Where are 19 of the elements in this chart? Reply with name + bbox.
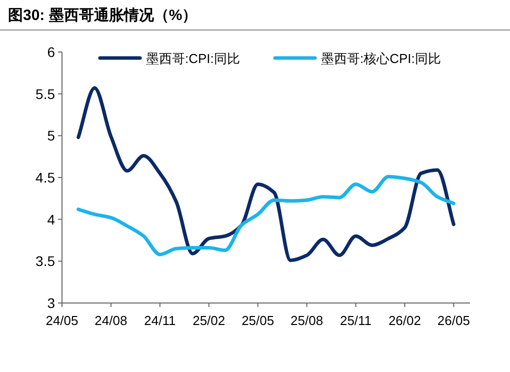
x-tick-label: 24/08 <box>94 313 128 328</box>
legend-label: 墨西哥:CPI:同比 <box>146 51 240 66</box>
x-tick-label: 25/11 <box>340 313 372 328</box>
x-tick-label: 26/05 <box>437 313 470 328</box>
chart-title: 图30: 墨西哥通胀情况（%） <box>8 7 198 24</box>
y-tick-label: 3.5 <box>36 253 56 270</box>
x-tick-label: 24/11 <box>144 313 176 328</box>
x-tick-label: 25/08 <box>290 313 324 328</box>
y-tick-label: 3 <box>47 295 56 311</box>
y-tick-label: 4.5 <box>36 170 56 186</box>
x-tick-label: 26/02 <box>388 313 421 328</box>
y-tick-label: 5 <box>47 128 56 144</box>
y-tick-label: 4 <box>47 211 56 228</box>
x-tick-label: 25/05 <box>242 313 274 328</box>
x-tick-label: 24/05 <box>46 313 78 328</box>
legend-label: 墨西哥:核心CPI:同比 <box>321 51 441 66</box>
x-tick-label: 25/02 <box>192 313 226 328</box>
y-tick-label: 6 <box>47 44 56 60</box>
y-tick-label: 5.5 <box>36 86 56 102</box>
